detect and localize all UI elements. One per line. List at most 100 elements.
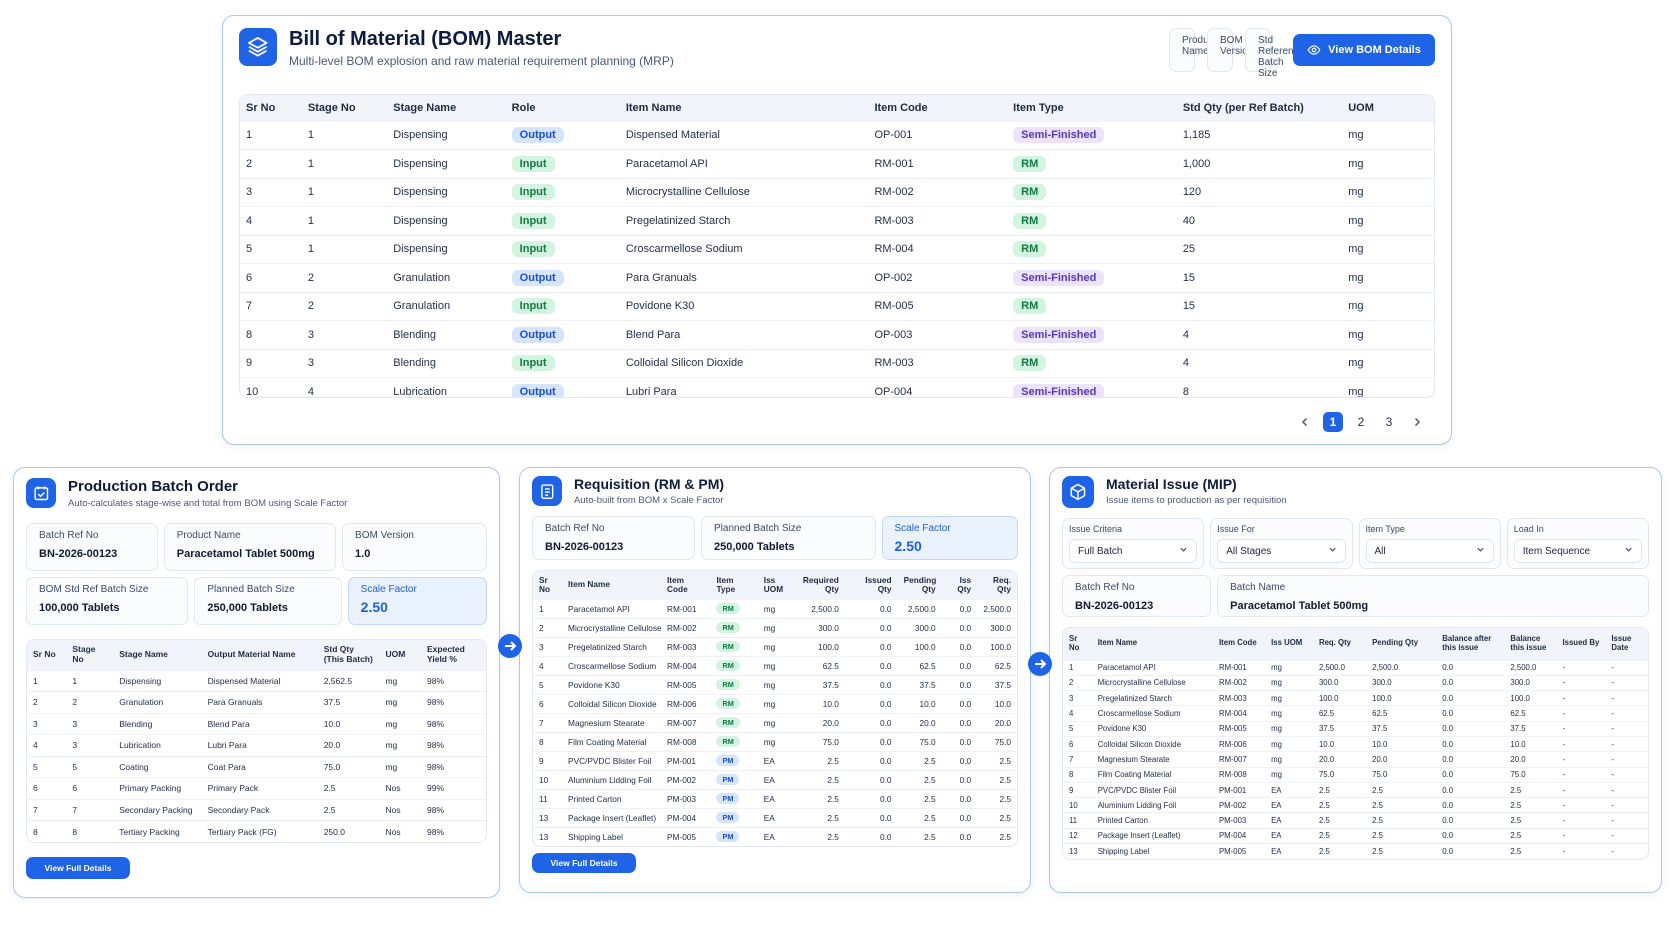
table-row: 10 Aluminium Lidding Foil PM-002 PM EA 2.5 0.0… — [533, 769, 1017, 789]
table-cell: 1 — [301, 149, 388, 178]
table-cell: 0.0 — [941, 712, 978, 732]
status-pill: RM — [1013, 155, 1047, 172]
table-cell: 10 — [533, 769, 563, 789]
table-cell: Semi-Finished — [1007, 377, 1177, 397]
dropdown-caret — [1328, 545, 1337, 557]
table-cell: 10.0 — [1504, 735, 1557, 752]
table: Sr No Item Name Item Code Item Type Iss UOM R… — [533, 571, 1017, 846]
column-header: Item Code — [1212, 628, 1266, 660]
table-cell: 1 — [301, 206, 388, 235]
table-row: 8 3 Blending Output Blend Para OP-003 Semi-Fin… — [240, 320, 1434, 349]
table-cell: EA — [757, 750, 795, 770]
table-cell: Shipping Label — [562, 826, 661, 846]
page-number[interactable]: 2 — [1357, 415, 1365, 429]
dropdown[interactable]: Full Batch — [1069, 539, 1198, 563]
table-cell: mg — [1265, 751, 1313, 768]
table-cell: 0.0 — [844, 617, 898, 637]
table-cell: RM — [710, 712, 758, 732]
panel-title: Production Batch Order — [68, 478, 239, 495]
table-cell: EA — [1265, 812, 1313, 829]
filter-field: Issue For All Stages — [1210, 518, 1353, 569]
field-label: Planned Batch Size — [207, 584, 295, 595]
table-cell: 3 — [27, 712, 67, 735]
table-cell: RM-003 — [660, 636, 711, 656]
field-value: Paracetamol Tablet 500mg — [1230, 600, 1369, 612]
dropdown-value: Full Batch — [1078, 545, 1123, 557]
table-cell: 3 — [240, 177, 302, 207]
table-cell: mg — [1265, 766, 1313, 783]
table-cell: 25 — [1176, 234, 1343, 264]
table-cell: - — [1556, 674, 1606, 691]
dropdown-caret — [1624, 545, 1633, 557]
table-cell: mg — [757, 693, 795, 713]
table-cell: 0.0 — [941, 617, 978, 637]
table-cell: 4 — [1176, 348, 1343, 378]
table-cell: 1 — [533, 598, 563, 618]
page-arrow[interactable] — [1295, 412, 1315, 432]
table-cell: Lubri Para — [619, 377, 869, 397]
table-cell: 2.5 — [1366, 781, 1437, 798]
field-row: BOM Std Ref Batch Size 100,000 Tablets Pla… — [26, 577, 488, 625]
table-cell: 2.5 — [897, 826, 942, 846]
panel-subtitle: Multi-level BOM explosion and raw materi… — [289, 54, 674, 68]
table-row: 9 3 Blending Input Colloidal Silicon Dioxide… — [240, 348, 1434, 378]
table-cell: 37.5 — [1312, 720, 1367, 737]
table-cell: 10 — [240, 377, 302, 397]
table-cell: Tertiary Pack (FG) — [201, 820, 318, 842]
page-number[interactable]: 3 — [1385, 415, 1393, 429]
field-row: Batch Ref No BN-2026-00123 Planned Batch S… — [532, 516, 1018, 560]
table-cell: RM-001 — [1212, 659, 1266, 676]
column-header: Item Code — [868, 95, 1008, 121]
table-cell: Magnesium Stearate — [1091, 751, 1213, 768]
table-cell: RM — [710, 636, 758, 656]
table-cell: 4 — [1176, 320, 1343, 349]
page-arrow[interactable] — [1407, 412, 1427, 432]
table-cell: EA — [1265, 781, 1313, 798]
table-cell: - — [1605, 674, 1648, 691]
table-cell: Dispensing — [387, 234, 506, 264]
column-header: Iss Qty — [941, 571, 978, 599]
table-cell: RM — [710, 731, 758, 751]
table-cell: mg — [379, 734, 421, 756]
view-details-button[interactable]: View Full Details — [26, 857, 130, 879]
table-cell: RM-004 — [868, 234, 1008, 264]
table-cell: EA — [1265, 843, 1313, 859]
table-cell: RM — [710, 655, 758, 675]
table-cell: 2,500.0 — [794, 598, 845, 618]
table-cell: PM-002 — [660, 769, 711, 789]
table-cell: Printed Carton — [1091, 812, 1213, 829]
panel-header: Requisition (RM & PM) Auto-built from BOM… — [532, 476, 1018, 506]
table-cell: RM — [1007, 177, 1177, 207]
table-cell: 2 — [240, 149, 302, 178]
table-cell: Para Granuals — [619, 263, 869, 292]
table-cell: - — [1556, 812, 1606, 829]
table-cell: mg — [379, 755, 421, 778]
status-pill: Input — [511, 184, 555, 201]
table-cell: Dispensing — [113, 669, 202, 692]
table-cell: Blending — [387, 320, 506, 349]
info-field: Planned Batch Size 250,000 Tablets — [194, 577, 342, 625]
view-details-button[interactable]: View Full Details — [532, 853, 636, 873]
field-label: Batch Ref No — [1075, 582, 1135, 593]
dropdown[interactable]: All Stages — [1217, 539, 1346, 563]
table-cell: Pregelatinized Starch — [562, 636, 661, 656]
table-cell: 4 — [301, 377, 388, 397]
page-number[interactable]: 1 — [1323, 412, 1343, 432]
table-cell: Para Granuals — [201, 691, 318, 713]
view-bom-button[interactable]: View BOM Details — [1293, 34, 1435, 66]
column-header: Balance after this issue — [1436, 628, 1505, 660]
table-cell: Dispensed Material — [201, 669, 318, 692]
column-header: Issue Date — [1605, 628, 1648, 660]
table-cell: RM-005 — [1212, 720, 1266, 737]
table-cell: Semi-Finished — [1007, 263, 1177, 292]
dropdown[interactable]: Item Sequence — [1513, 539, 1642, 563]
table-cell: 0.0 — [844, 712, 898, 732]
table-cell: 75.0 — [1366, 766, 1437, 783]
table-cell: EA — [1265, 827, 1313, 844]
dropdown[interactable]: All — [1365, 539, 1494, 563]
table-cell: 0.0 — [941, 674, 978, 694]
table-cell: mg — [1265, 720, 1313, 737]
table-cell: OP-002 — [868, 263, 1008, 292]
table-cell: RM-002 — [1212, 674, 1266, 691]
